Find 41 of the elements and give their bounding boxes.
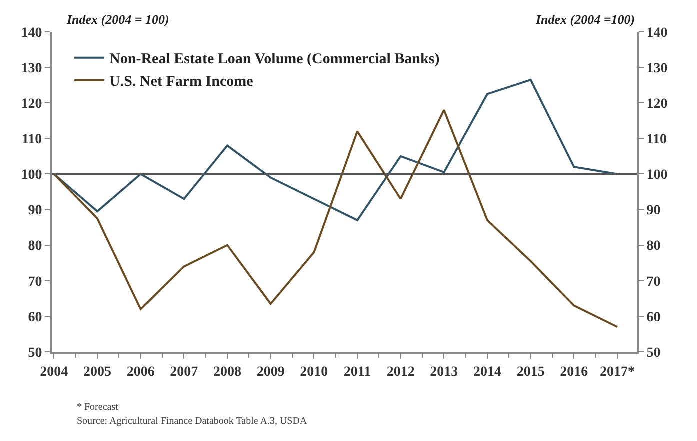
y-tick-label: 120 — [21, 97, 42, 112]
y2-tick-label: 140 — [646, 26, 668, 41]
y2-tick-label: 70 — [646, 274, 661, 290]
y2-tick-label: 60 — [646, 310, 661, 326]
y2-tick-label: 130 — [646, 61, 668, 76]
legend-label: U.S. Net Farm Income — [110, 74, 254, 90]
x-tick-label: 2011 — [344, 364, 372, 380]
y2-tick-label: 80 — [646, 239, 661, 254]
y-tick-label: 80 — [28, 239, 42, 254]
x-tick-label: 2010 — [300, 364, 328, 380]
y2-tick-label: 50 — [646, 346, 661, 361]
x-tick-label: 2009 — [256, 364, 285, 380]
x-tick-label: 2014 — [474, 364, 502, 380]
y-tick-label: 50 — [28, 346, 42, 361]
source-note: Source: Agricultural Finance Databook Table A.3, USDA — [77, 416, 308, 427]
y-tick-label: 60 — [28, 310, 42, 326]
x-tick-label: 2017* — [600, 364, 635, 380]
text: * Forecast — [77, 402, 119, 413]
y2-axis-title: Index (2004 =100) — [535, 12, 636, 27]
x-tick-label: 2005 — [84, 364, 112, 380]
y-axis-title: Index (2004 = 100) — [66, 12, 170, 27]
x-tick-label: 2008 — [214, 364, 242, 380]
x-tick-label: 2007 — [170, 364, 198, 380]
y-tick-label: 100 — [21, 168, 42, 184]
x-tick-label: 2004 — [40, 364, 68, 380]
y2-tick-label: 90 — [646, 204, 661, 219]
x-tick-label: 2012 — [386, 364, 415, 380]
x-tick-label: 2015 — [516, 364, 545, 380]
y-tick-label: 130 — [21, 61, 42, 76]
y2-tick-label: 110 — [646, 132, 668, 148]
x-tick-label: 2016 — [560, 364, 588, 380]
y-tick-label: 140 — [21, 26, 42, 41]
y2-tick-label: 120 — [646, 97, 668, 112]
line-series — [53, 109, 618, 328]
x-tick-label: 2006 — [126, 364, 155, 380]
y-tick-label: 110 — [22, 132, 42, 148]
y-tick-label: 70 — [28, 274, 42, 290]
legend-label: Non-Real Estate Loan Volume (Commercial Banks) — [110, 52, 440, 68]
y-tick-label: 90 — [28, 204, 42, 219]
x-tick-label: 2013 — [430, 364, 458, 380]
y2-tick-label: 100 — [646, 168, 668, 184]
